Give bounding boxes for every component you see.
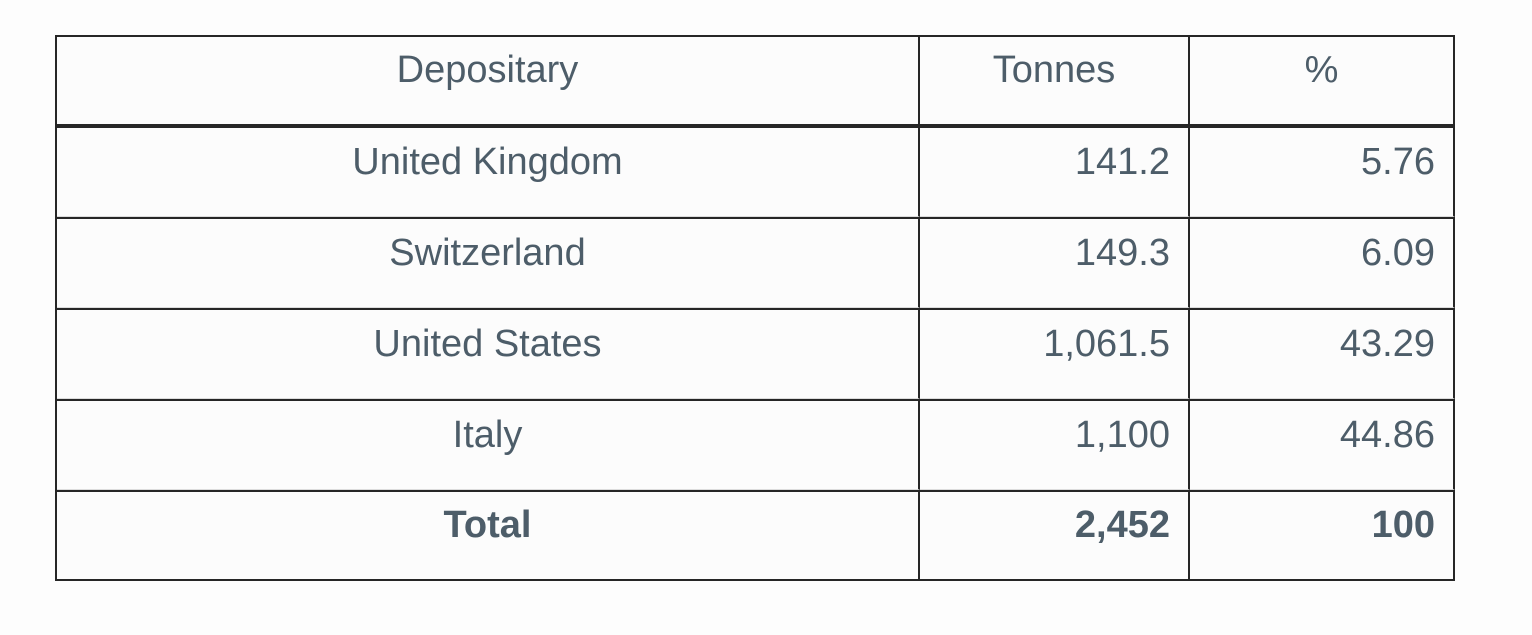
- cell-percent: 6.09: [1190, 217, 1455, 308]
- header-cell-percent: %: [1190, 35, 1455, 126]
- cell-depositary: United Kingdom: [57, 126, 920, 217]
- depositary-table: Depositary Tonnes % United Kingdom 141.2…: [55, 35, 1455, 581]
- cell-total-label: Total: [57, 490, 920, 581]
- cell-tonnes: 1,061.5: [920, 308, 1190, 399]
- cell-total-tonnes: 2,452: [920, 490, 1190, 581]
- table-row-italy: Italy 1,100 44.86: [57, 399, 1455, 490]
- table-row-switzerland: Switzerland 149.3 6.09: [57, 217, 1455, 308]
- cell-percent: 44.86: [1190, 399, 1455, 490]
- cell-total-percent: 100: [1190, 490, 1455, 581]
- cell-depositary: United States: [57, 308, 920, 399]
- table-row-united-states: United States 1,061.5 43.29: [57, 308, 1455, 399]
- depositary-table-container: Depositary Tonnes % United Kingdom 141.2…: [55, 35, 1455, 581]
- header-cell-depositary: Depositary: [57, 35, 920, 126]
- table-row-united-kingdom: United Kingdom 141.2 5.76: [57, 126, 1455, 217]
- cell-tonnes: 141.2: [920, 126, 1190, 217]
- cell-tonnes: 149.3: [920, 217, 1190, 308]
- cell-percent: 5.76: [1190, 126, 1455, 217]
- header-cell-tonnes: Tonnes: [920, 35, 1190, 126]
- cell-depositary: Switzerland: [57, 217, 920, 308]
- cell-depositary: Italy: [57, 399, 920, 490]
- table-row-total: Total 2,452 100: [57, 490, 1455, 581]
- header-row: Depositary Tonnes %: [57, 35, 1455, 126]
- cell-percent: 43.29: [1190, 308, 1455, 399]
- cell-tonnes: 1,100: [920, 399, 1190, 490]
